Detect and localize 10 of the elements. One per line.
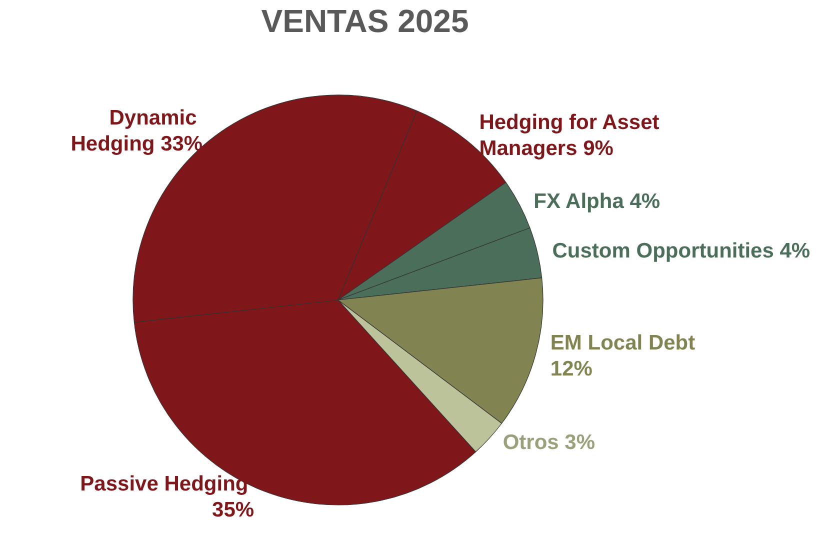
chart-title: VENTAS 2025: [261, 3, 469, 39]
data-label: 35%: [212, 498, 254, 522]
slice-label: EM Local Debt: [550, 332, 701, 355]
slice-label: Otros 3%: [502, 430, 596, 454]
data-label: 12%: [550, 358, 593, 381]
slice-label: Passive Hedging: [80, 472, 254, 496]
slice-label: Custom Opportunities 4%: [552, 240, 810, 263]
slice-label: Dynamic Hedging 33%: [70, 106, 203, 156]
slice-label: FX Alpha 4%: [534, 190, 660, 214]
slice-label: Hedging for Asset Managers 9%: [479, 111, 666, 160]
